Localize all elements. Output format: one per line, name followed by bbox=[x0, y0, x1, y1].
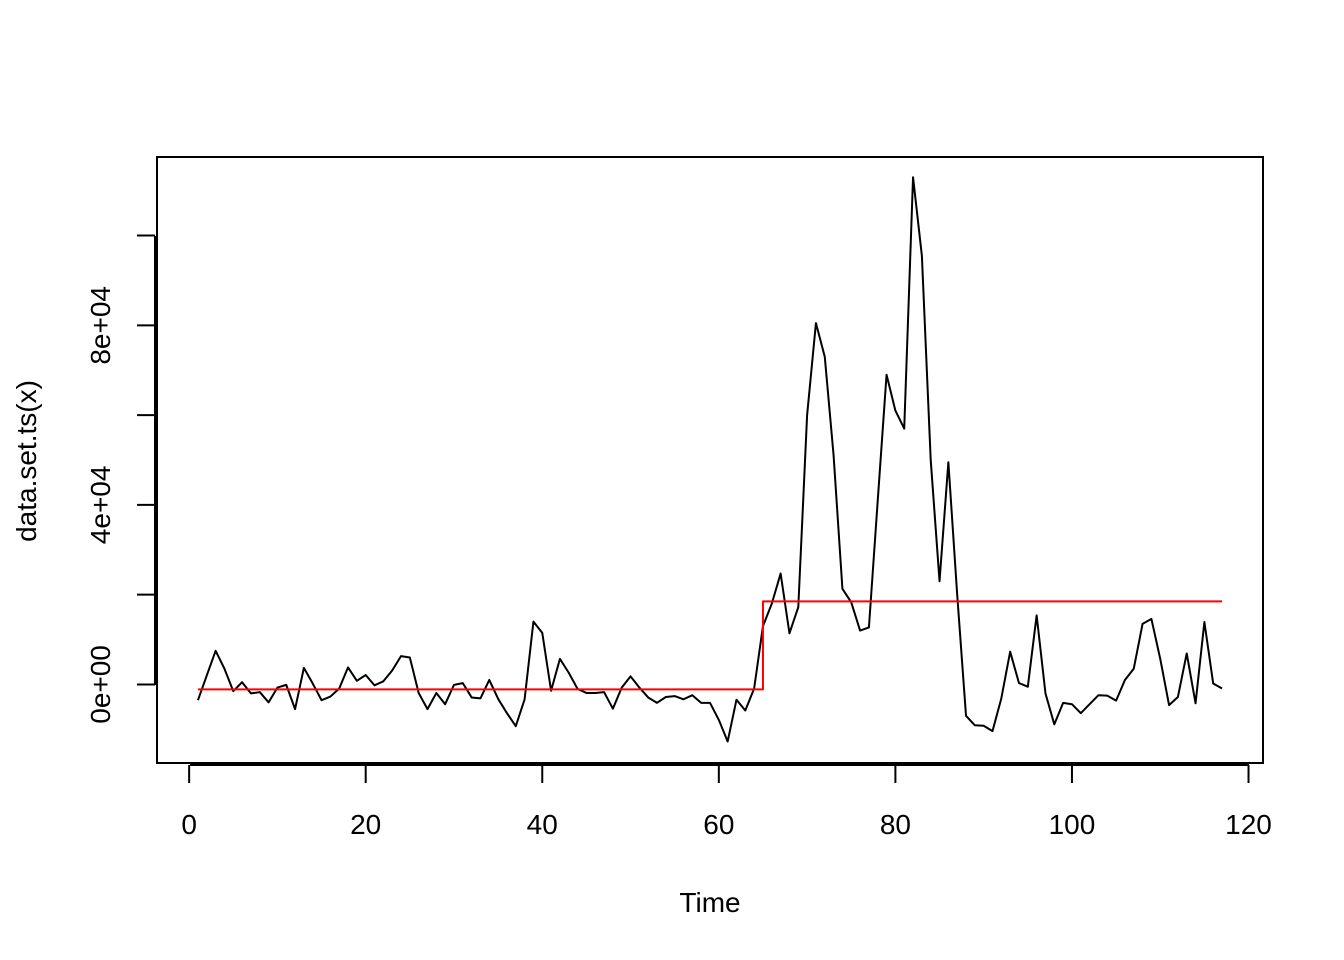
x-tick-label: 120 bbox=[1225, 809, 1272, 840]
y-tick-label: 8e+04 bbox=[85, 286, 116, 365]
y-tick-label: 4e+04 bbox=[85, 466, 116, 545]
series-line-step-mean bbox=[197, 600, 1223, 691]
series-line-data bbox=[197, 176, 1223, 743]
x-tick-label: 80 bbox=[880, 809, 911, 840]
x-tick-label: 60 bbox=[703, 809, 734, 840]
x-tick-label: 0 bbox=[181, 809, 197, 840]
x-axis-ticks: 0 20 40 60 80 100 120 bbox=[181, 765, 1272, 840]
x-axis-title: Time bbox=[679, 887, 740, 918]
y-tick-label: 0e+00 bbox=[85, 645, 116, 724]
x-tick-label: 20 bbox=[350, 809, 381, 840]
plot-frame bbox=[156, 156, 1264, 764]
x-tick-label: 100 bbox=[1049, 809, 1096, 840]
y-axis-title: data.set.ts(x) bbox=[11, 380, 42, 542]
series-layer bbox=[197, 176, 1223, 743]
y-axis-ticks: 0e+00 4e+04 8e+04 bbox=[85, 234, 155, 724]
x-tick-label: 40 bbox=[527, 809, 558, 840]
